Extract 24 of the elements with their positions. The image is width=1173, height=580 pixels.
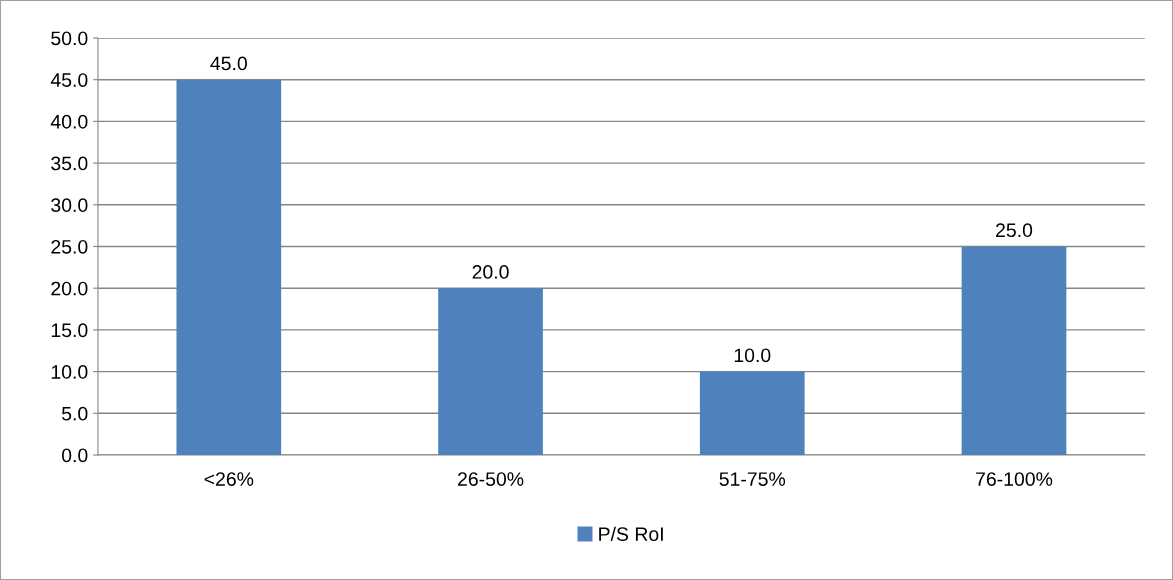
y-tick-label: 50.0 [51, 31, 88, 46]
bar [438, 288, 543, 456]
y-tick-label: 5.0 [61, 406, 88, 421]
bar [176, 79, 282, 456]
x-tick-label: <26% [204, 472, 254, 486]
y-tick-label: 10.0 [51, 365, 88, 379]
data-label: 20.0 [472, 265, 509, 279]
y-tick-label: 30.0 [51, 198, 88, 213]
y-tick-label: 25.0 [51, 239, 88, 254]
bar [961, 246, 1067, 456]
data-label: 10.0 [734, 348, 771, 363]
y-tick-label: 40.0 [50, 114, 88, 129]
y-tick-label: 20.0 [51, 281, 88, 296]
data-label: 25.0 [996, 223, 1033, 238]
x-tick-label: 51-75% [719, 472, 786, 486]
legend-label: P/S RoI [599, 526, 663, 542]
x-tick-label: 26-50% [458, 472, 524, 486]
y-tick-label: 15.0 [51, 323, 88, 338]
x-tick-label: 76-100% [976, 472, 1053, 486]
y-tick-label: 35.0 [51, 156, 88, 171]
data-label: 45.0 [210, 56, 247, 71]
y-tick-label: 45.0 [50, 73, 88, 87]
y-tick-label: 0.0 [61, 448, 88, 463]
bar [699, 371, 805, 456]
